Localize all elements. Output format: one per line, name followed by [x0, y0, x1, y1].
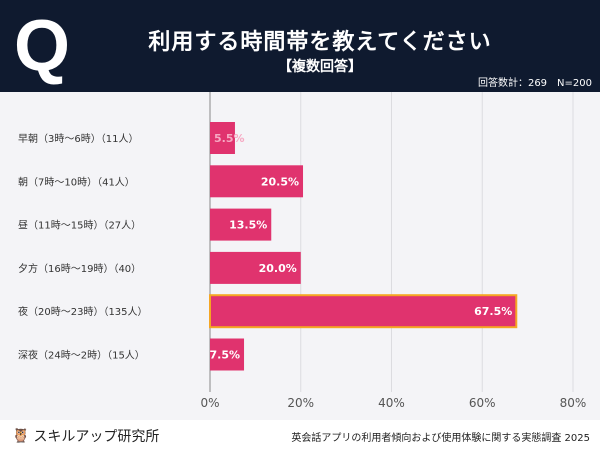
data-label: 5.5% [214, 132, 245, 145]
bar [210, 338, 245, 371]
brand-name: スキルアップ研究所 [33, 429, 160, 445]
bar-chart: 0% 20% 40% 60% 80% 5.5% 早朝（3時〜6時）（11人） 20.5% 朝（7… [0, 92, 600, 420]
category-label: 早朝（3時〜6時）（11人） [18, 133, 138, 145]
q-mark-logo: Q [14, 6, 71, 86]
category-label: 朝（7時〜10時）（41人） [18, 176, 135, 188]
category-label: 夜（20時〜23時）（135人） [18, 305, 148, 318]
category-label: 深夜（24時〜2時）（15人） [18, 349, 145, 362]
footer: 🦉 スキルアップ研究所 英会話アプリの利用者傾向および使用体験に関する実態調査 … [0, 420, 600, 450]
survey-source: 英会話アプリの利用者傾向および使用体験に関する実態調査 2025 [291, 433, 590, 444]
page-title: 利用する時間帯を教えてください [148, 30, 492, 55]
bar [209, 294, 518, 329]
owl-icon: 🦉 [12, 428, 30, 444]
x-tick-label: 40% [378, 396, 405, 410]
data-label: 20.5% [261, 175, 299, 188]
brand-logo: 🦉 スキルアップ研究所 [12, 426, 159, 446]
header: Q 利用する時間帯を教えてください 【複数回答】 回答数計：269 N=200 [0, 0, 600, 92]
bar [210, 122, 235, 154]
chart-svg: 0% 20% 40% 60% 80% 5.5% 早朝（3時〜6時）（11人） 20.5% 朝（7… [18, 92, 587, 410]
data-label: 7.5% [210, 349, 241, 362]
bar [210, 251, 301, 284]
bar [210, 165, 304, 198]
data-label: 13.5% [229, 219, 267, 232]
page-subtitle: 【複数回答】 [278, 59, 362, 75]
response-count: 回答数計：269 N=200 [477, 78, 592, 89]
x-tick-label: 80% [560, 396, 587, 410]
x-tick-label: 0% [200, 396, 219, 410]
x-tick-label: 60% [469, 396, 496, 410]
data-label: 67.5% [474, 305, 512, 318]
data-label: 20.0% [259, 262, 297, 275]
x-tick-label: 20% [287, 396, 314, 410]
category-label: 昼（11時〜15時）（27人） [18, 220, 141, 232]
bar [210, 208, 272, 241]
category-label: 夕方（16時〜19時）（40） [18, 262, 141, 275]
